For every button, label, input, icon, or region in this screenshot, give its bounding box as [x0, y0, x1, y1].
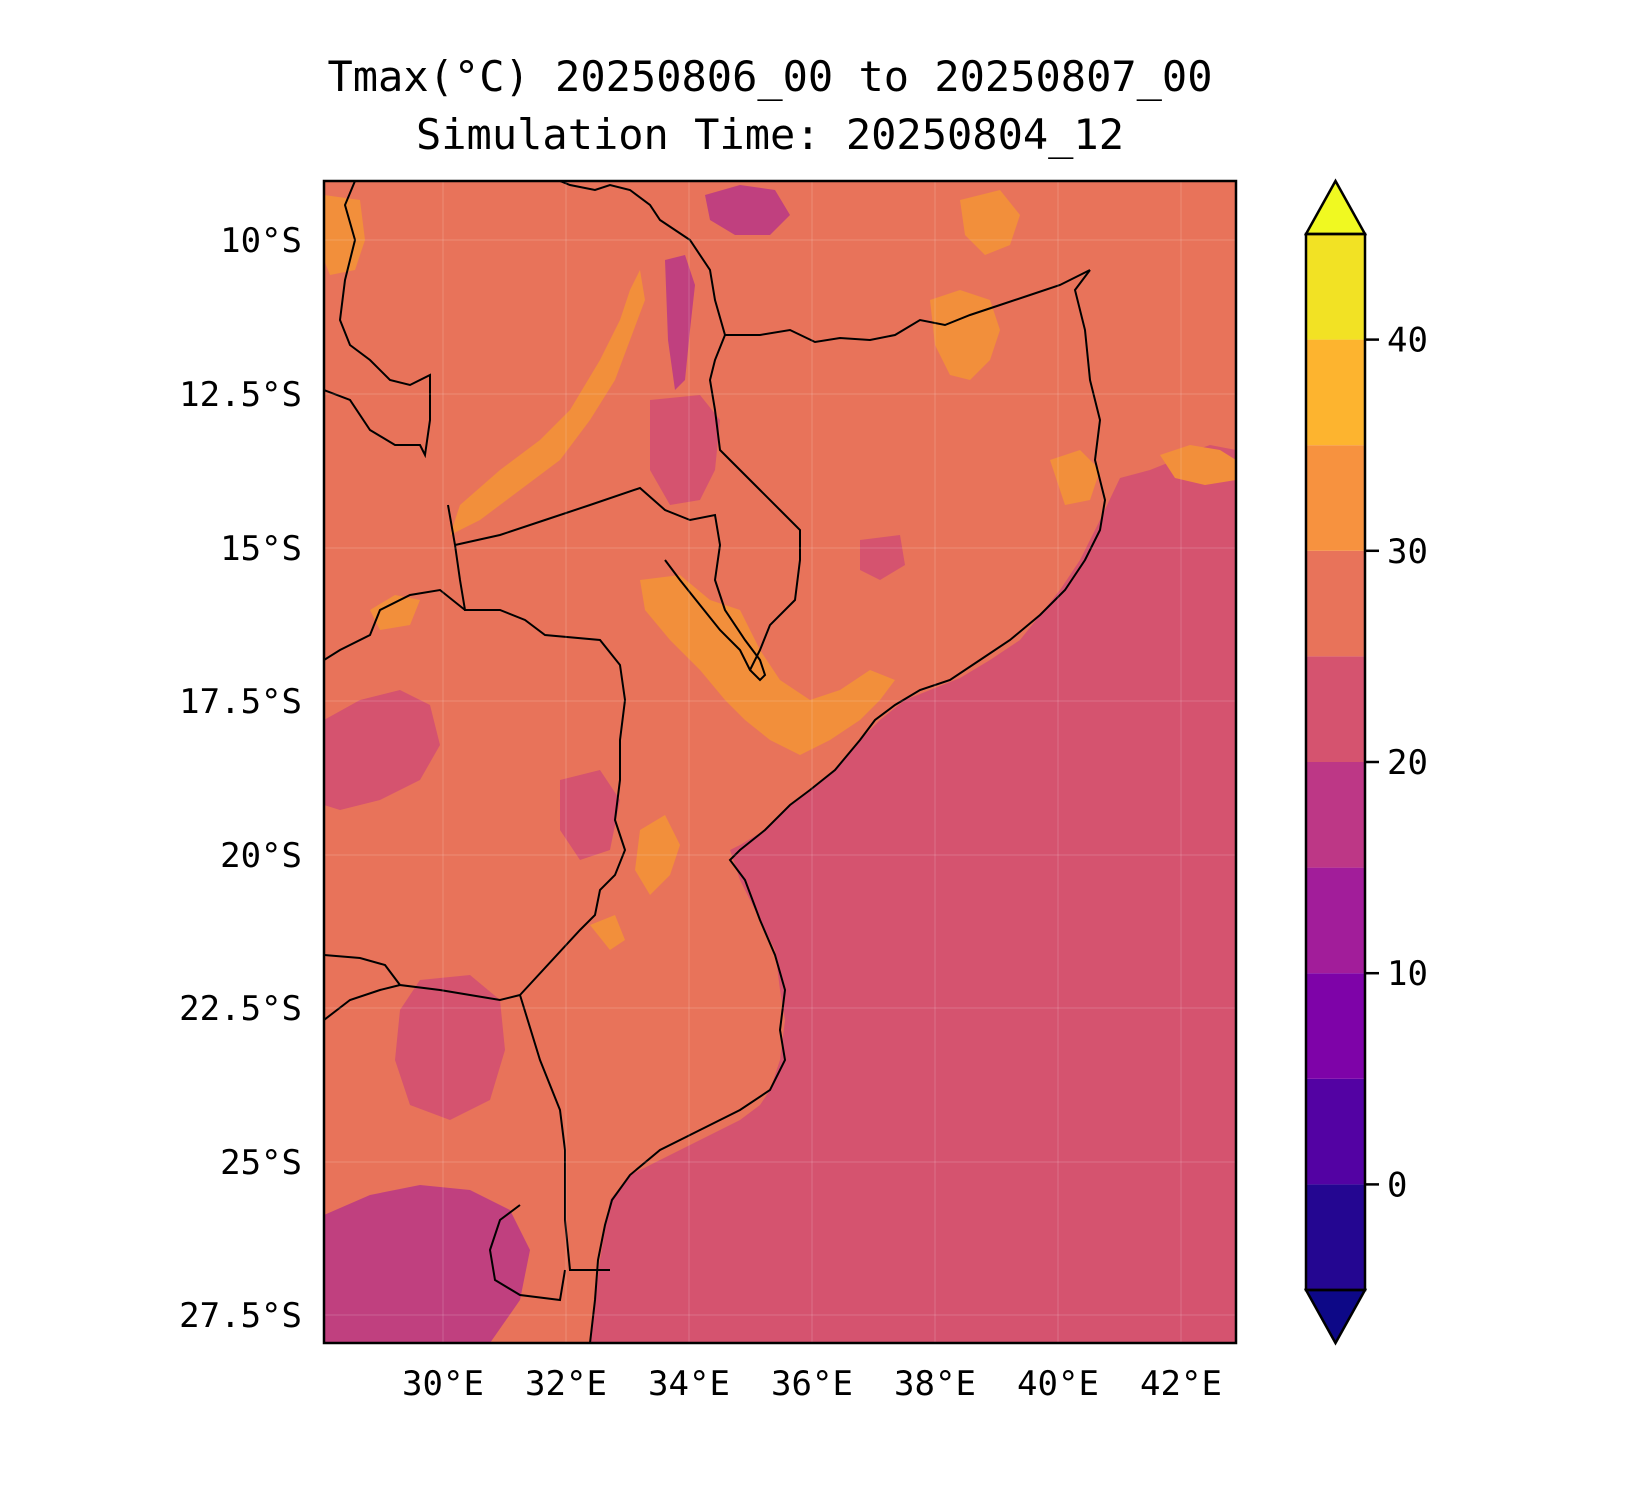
lon-axis: 30°E 32°E 34°E 36°E 38°E 40°E 42°E [402, 1364, 1222, 1404]
lon-tick-label: 40°E [1017, 1364, 1099, 1404]
cool-regions [324, 185, 790, 1343]
borders [324, 181, 1107, 1343]
lat-axis: 10°S 12.5°S 15°S 17.5°S 20°S 22.5°S 25°S… [179, 221, 302, 1336]
colorbar-level [1306, 867, 1365, 974]
map-area [324, 181, 1236, 1343]
lat-tick-label: 27.5°S [179, 1296, 302, 1336]
lat-tick-label: 20°S [220, 836, 302, 876]
colorbar-level [1306, 339, 1365, 446]
colorbar-level [1306, 762, 1365, 868]
lat-tick-label: 10°S [220, 221, 302, 261]
lat-tick-label: 25°S [220, 1143, 302, 1183]
lat-tick-label: 17.5°S [179, 682, 302, 722]
lat-tick-label: 12.5°S [179, 375, 302, 415]
colorbar-level [1306, 234, 1365, 340]
colorbar-level [1306, 1078, 1365, 1185]
map-frame [322, 179, 1238, 1345]
colorbar-level [1306, 550, 1365, 657]
colorbar-levels [1306, 234, 1365, 1290]
colorbar-tick-label: 40 [1387, 321, 1428, 361]
colorbar-ticks: 0 10 20 30 40 [1365, 321, 1428, 1205]
lat-tick-label: 22.5°S [179, 989, 302, 1029]
colorbar-level [1306, 1184, 1365, 1290]
map-title: Tmax(°C) 20250806_00 to 20250807_00 [327, 52, 1213, 101]
graticule [324, 181, 1236, 1343]
lon-tick-label: 36°E [771, 1364, 853, 1404]
lon-tick-label: 42°E [1140, 1364, 1222, 1404]
colorbar-tick-label: 10 [1387, 954, 1428, 994]
colorbar: 0 10 20 30 40 [1303, 178, 1428, 1346]
colorbar-level [1306, 445, 1365, 551]
colorbar-level [1306, 656, 1365, 762]
lat-tick-label: 15°S [220, 529, 302, 569]
map-subtitle: Simulation Time: 20250804_12 [415, 110, 1124, 159]
colorbar-over-arrow [1303, 178, 1368, 236]
land-field [324, 181, 1236, 1343]
colorbar-tick-label: 20 [1387, 743, 1428, 783]
warm-regions [324, 190, 1236, 950]
lon-tick-label: 34°E [648, 1364, 730, 1404]
lon-tick-label: 32°E [525, 1364, 607, 1404]
lon-tick-label: 38°E [894, 1364, 976, 1404]
lon-tick-label: 30°E [402, 1364, 484, 1404]
colorbar-tick-label: 30 [1387, 532, 1428, 572]
colorbar-tick-label: 0 [1387, 1165, 1407, 1205]
colorbar-level [1306, 973, 1365, 1079]
mild-regions [324, 395, 905, 1120]
colorbar-under-arrow [1303, 1288, 1368, 1346]
